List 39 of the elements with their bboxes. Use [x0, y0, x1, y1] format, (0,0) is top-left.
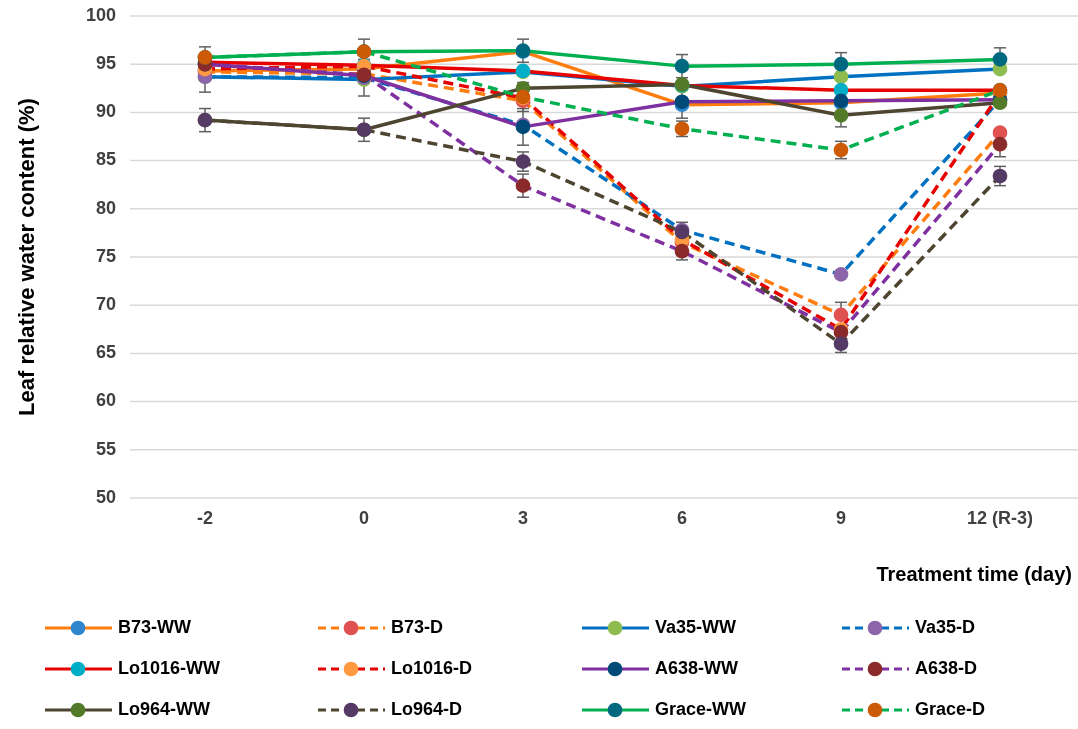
y-tick-label: 85 [95, 149, 116, 170]
x-tick-label: 9 [835, 508, 847, 528]
legend-label: Va35-WW [655, 616, 737, 637]
y-tick-label: 95 [95, 52, 116, 73]
point [833, 56, 849, 72]
point [674, 58, 690, 74]
x-tick-label: 3 [517, 508, 529, 528]
y-tick-label: 55 [95, 438, 116, 459]
y-axis-title: Leaf relative water content (%) [14, 98, 39, 416]
legend-label: A638-D [915, 657, 978, 678]
point [515, 178, 531, 194]
legend-label: B73-D [391, 616, 444, 637]
y-tick-label: 80 [95, 197, 116, 218]
legend-label: B73-WW [118, 616, 191, 637]
x-axis-title: Treatment time (day) [876, 563, 1072, 585]
legend-label: Grace-D [915, 698, 986, 719]
point [833, 267, 849, 282]
x-tick-label: 0 [358, 508, 370, 528]
legend-label: Lo1016-WW [118, 657, 221, 678]
legend-label: Grace-WW [655, 698, 747, 719]
x-tick-label: -2 [196, 508, 214, 528]
point [833, 107, 849, 123]
y-tick-label: 90 [95, 101, 116, 122]
legend-label: Lo964-WW [118, 698, 211, 719]
x-tick-label: 6 [676, 508, 688, 528]
y-tick-label: 100 [85, 4, 116, 25]
legend-label: Lo1016-D [391, 657, 473, 678]
y-tick-label: 70 [95, 293, 116, 314]
y-tick-label: 75 [95, 245, 116, 266]
y-tick-label: 60 [95, 390, 116, 411]
point [833, 307, 849, 323]
legend-label: Va35-D [915, 616, 976, 637]
legend-label: A638-WW [655, 657, 739, 678]
y-tick-label: 65 [95, 342, 116, 363]
point [992, 52, 1008, 67]
legend-label: Lo964-D [391, 698, 463, 719]
point [992, 136, 1008, 152]
x-tick-label: 12 (R-3) [966, 508, 1034, 528]
y-tick-label: 50 [95, 486, 116, 507]
